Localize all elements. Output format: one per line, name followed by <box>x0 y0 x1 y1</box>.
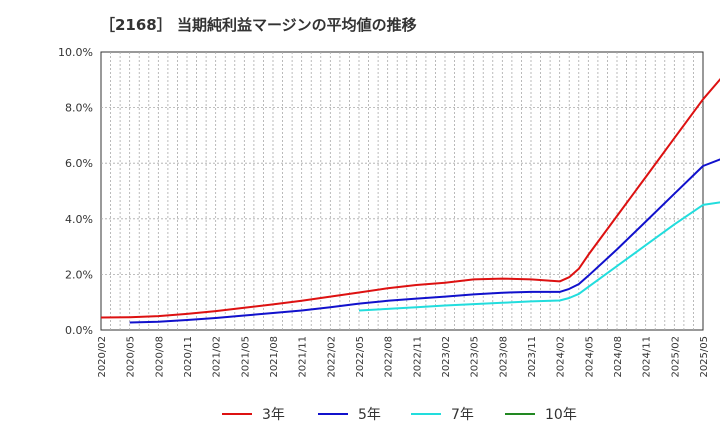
legend-label: 5年 <box>358 407 381 423</box>
x-tick-label: 2021/02 <box>212 336 223 378</box>
series-line-5年 <box>129 158 720 324</box>
series-lines <box>100 77 720 324</box>
x-tick-label: 2023/05 <box>470 336 481 378</box>
x-tick-label: 2025/05 <box>699 336 710 378</box>
legend: 3年 5年 7年 10年 <box>222 407 577 423</box>
chart-title: ［2168］ 当期純利益マージンの平均値の推移 <box>100 16 417 34</box>
x-tick-label: 2021/05 <box>240 336 251 378</box>
x-tick-label: 2020/05 <box>126 336 137 378</box>
series-line-7年 <box>358 201 720 312</box>
y-tick-label: 6.0% <box>65 157 93 170</box>
x-tick-label: 2020/08 <box>154 336 165 378</box>
plot-area <box>100 51 704 331</box>
y-axis-ticks: 0.0% 2.0% 4.0% 6.0% 8.0% 10.0% <box>58 46 93 337</box>
x-tick-label: 2020/11 <box>183 336 194 378</box>
grid-lines <box>101 52 703 330</box>
x-tick-label: 2020/02 <box>97 336 108 378</box>
x-tick-label: 2023/11 <box>527 336 538 378</box>
x-tick-label: 2024/08 <box>613 336 624 378</box>
x-tick-label: 2025/02 <box>670 336 681 378</box>
x-tick-label: 2024/05 <box>584 336 595 378</box>
y-tick-label: 0.0% <box>65 324 93 337</box>
x-tick-label: 2022/02 <box>326 336 337 378</box>
x-tick-label: 2024/02 <box>556 336 567 378</box>
x-axis-ticks: 2020/02 2020/05 2020/08 2020/11 2021/02 2021/… <box>97 336 710 378</box>
x-tick-label: 2022/11 <box>412 336 423 378</box>
x-tick-label: 2021/11 <box>298 336 309 378</box>
x-tick-label: 2022/05 <box>355 336 366 378</box>
y-tick-label: 2.0% <box>65 268 93 281</box>
x-tick-label: 2023/02 <box>441 336 452 378</box>
legend-label: 3年 <box>262 407 285 423</box>
y-tick-label: 4.0% <box>65 213 93 226</box>
series-line-3年 <box>100 77 720 319</box>
x-tick-label: 2022/08 <box>384 336 395 378</box>
x-tick-label: 2021/08 <box>269 336 280 378</box>
x-tick-label: 2023/08 <box>498 336 509 378</box>
y-tick-label: 10.0% <box>58 46 93 59</box>
legend-label: 7年 <box>451 407 474 423</box>
legend-label: 10年 <box>545 407 577 423</box>
x-tick-label: 2024/11 <box>642 336 653 378</box>
y-tick-label: 8.0% <box>65 102 93 115</box>
